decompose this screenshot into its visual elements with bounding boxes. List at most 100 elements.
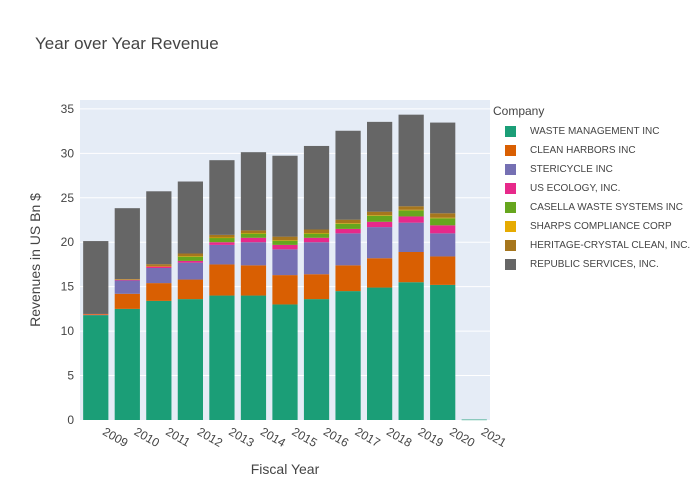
bar-segment xyxy=(240,152,267,231)
bar-segment xyxy=(209,237,235,239)
bar-segment xyxy=(240,230,267,234)
legend-swatch xyxy=(505,183,516,194)
bar-segment xyxy=(335,219,361,224)
bar-segment xyxy=(146,300,172,420)
x-tick-label: 2018 xyxy=(384,424,414,450)
bar-segment xyxy=(430,284,456,420)
y-tick-label: 35 xyxy=(61,102,75,116)
legend-swatch xyxy=(505,259,516,270)
bar-segment xyxy=(177,260,203,263)
x-tick-label: 2017 xyxy=(353,424,383,450)
bar-segment xyxy=(303,237,330,243)
bar-segment xyxy=(398,222,424,252)
bar-segment xyxy=(335,130,361,220)
bar-segment xyxy=(272,304,298,420)
bar-segment xyxy=(303,145,330,230)
bar-segment xyxy=(430,218,456,226)
bar-segment xyxy=(303,233,330,234)
bar-segment xyxy=(335,228,361,234)
legend-item[interactable]: US ECOLOGY, INC. xyxy=(493,179,698,198)
bar-segment xyxy=(114,279,140,280)
bar-segment xyxy=(209,237,235,243)
bar-segment xyxy=(240,233,267,234)
bar-segment xyxy=(398,210,424,217)
bar-segment xyxy=(335,233,361,266)
legend-swatch xyxy=(505,164,516,175)
bar-segment xyxy=(367,287,393,420)
bar-segment xyxy=(272,275,298,305)
bar-segment xyxy=(240,295,267,420)
bar-segment xyxy=(240,233,267,238)
bar-segment xyxy=(367,211,393,216)
legend-item[interactable]: STERICYCLE INC xyxy=(493,160,698,179)
bar-segment xyxy=(398,114,424,207)
x-tick-label: 2011 xyxy=(163,424,193,449)
bar-segment xyxy=(335,223,361,229)
bar-segment xyxy=(240,242,267,266)
x-tick-label: 2016 xyxy=(321,424,351,450)
bar-segment xyxy=(398,282,424,420)
legend-item[interactable]: HERITAGE-CRYSTAL CLEAN, INC. xyxy=(493,236,698,255)
bar-segment xyxy=(177,279,203,300)
bar-segment xyxy=(272,236,298,241)
legend-items: WASTE MANAGEMENT INC CLEAN HARBORS INC STE… xyxy=(493,122,698,274)
bar-segment xyxy=(177,256,203,261)
legend-label: WASTE MANAGEMENT INC xyxy=(530,126,660,137)
bar-segment xyxy=(367,227,393,259)
bar-segment xyxy=(367,221,393,228)
y-tick-label: 10 xyxy=(61,324,75,338)
bar-segment xyxy=(146,264,172,266)
x-tick-label: 2015 xyxy=(290,424,320,450)
bar-segment xyxy=(430,217,456,219)
legend-label: STERICYCLE INC xyxy=(530,164,613,175)
legend-item[interactable]: SHARPS COMPLIANCE CORP xyxy=(493,217,698,236)
legend-swatch xyxy=(505,221,516,232)
bar-segment xyxy=(272,240,298,241)
bar-segment xyxy=(272,240,298,245)
bar-segment xyxy=(335,265,361,292)
bar-segment xyxy=(83,241,109,314)
legend-item[interactable]: REPUBLIC SERVICES, INC. xyxy=(493,255,698,274)
bar-segment xyxy=(430,233,456,257)
bar-segment xyxy=(398,252,424,283)
y-tick-label: 5 xyxy=(67,369,74,383)
bar-segment xyxy=(367,121,393,212)
bar-segment xyxy=(146,191,172,265)
bar-segment xyxy=(114,308,140,420)
bar-segment xyxy=(209,244,235,265)
bar-segment xyxy=(367,215,393,216)
bar-segment xyxy=(240,237,267,243)
y-tick-label: 20 xyxy=(61,235,75,249)
bar-segment xyxy=(398,206,424,210)
legend-item[interactable]: WASTE MANAGEMENT INC xyxy=(493,122,698,141)
bar-segment xyxy=(430,122,456,214)
bar-segment xyxy=(272,155,298,237)
bar-segment xyxy=(209,295,235,420)
bar-segment xyxy=(303,242,330,275)
bar-segment xyxy=(146,283,172,301)
x-axis-title: Fiscal Year xyxy=(251,461,320,477)
legend-label: CLEAN HARBORS INC xyxy=(530,145,636,156)
bar-segment xyxy=(398,209,424,211)
legend-swatch xyxy=(505,126,516,137)
bar-segment xyxy=(114,293,140,309)
bar-segment xyxy=(303,299,330,420)
legend-label: SHARPS COMPLIANCE CORP xyxy=(530,221,672,232)
bar-segment xyxy=(146,268,172,284)
chart-title: Year over Year Revenue xyxy=(35,34,219,53)
legend-swatch xyxy=(505,145,516,156)
bar-segment xyxy=(114,280,140,294)
bar-segment xyxy=(83,314,109,316)
legend-item[interactable]: CLEAN HARBORS INC xyxy=(493,141,698,160)
x-tick-label: 2013 xyxy=(226,424,256,450)
bar-segment xyxy=(146,265,172,267)
legend-item[interactable]: CASELLA WASTE SYSTEMS INC xyxy=(493,198,698,217)
bar-segment xyxy=(114,279,140,281)
legend-swatch xyxy=(505,240,516,251)
bar-segment xyxy=(303,229,330,234)
bar-segment xyxy=(335,223,361,224)
bars-layer xyxy=(83,114,487,421)
bar-segment xyxy=(303,274,330,300)
bar-segment xyxy=(83,315,109,420)
